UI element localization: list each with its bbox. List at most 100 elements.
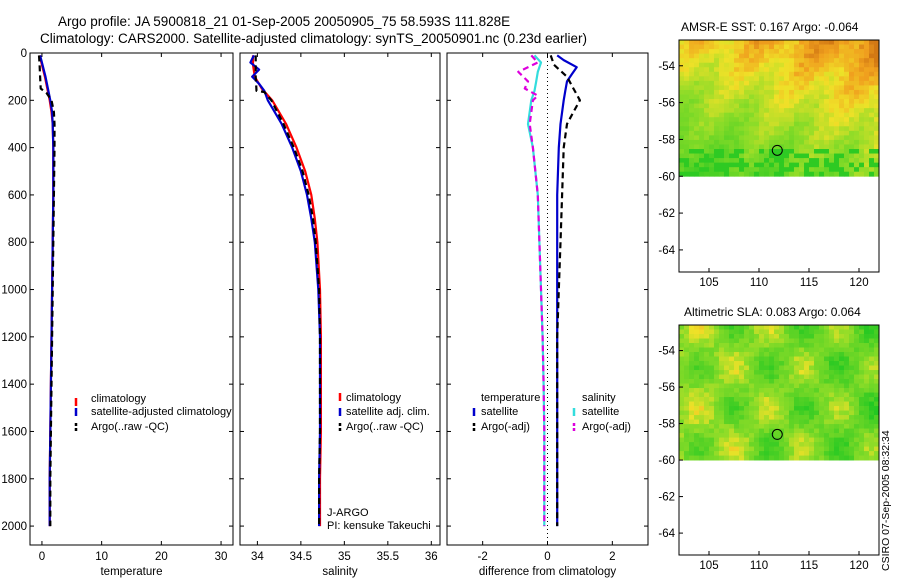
map-cell <box>814 437 820 443</box>
map-cell <box>699 171 705 177</box>
map-cell <box>809 49 815 55</box>
map-cell <box>874 352 880 357</box>
map-cell <box>824 406 830 411</box>
map-cell <box>679 334 685 339</box>
map-cell <box>749 162 755 168</box>
map-cell <box>774 89 780 95</box>
map-cell <box>839 158 845 164</box>
map-cell <box>779 135 785 141</box>
map-cell <box>829 71 835 77</box>
map-cell <box>774 139 780 145</box>
map-cell <box>849 383 855 389</box>
map-cell <box>819 388 825 393</box>
map-cell <box>699 352 705 357</box>
map-cell <box>784 76 790 82</box>
map-cell <box>824 446 830 452</box>
map-cell <box>734 40 740 45</box>
map-cell <box>729 352 735 357</box>
map-cell <box>854 49 860 55</box>
map-cell <box>794 158 800 164</box>
map-cell <box>689 71 695 77</box>
map-cell <box>804 374 810 380</box>
map-cell <box>719 99 725 104</box>
map-cell <box>744 126 750 132</box>
map-cell <box>694 455 700 461</box>
map-cell <box>769 392 775 398</box>
map-cell <box>844 149 850 154</box>
map-cell <box>764 58 770 64</box>
map-cell <box>774 365 780 371</box>
map-cell <box>779 379 785 384</box>
map-cell <box>724 108 730 114</box>
map-cell <box>794 401 800 407</box>
map-cell <box>699 58 705 64</box>
map-cell <box>829 379 835 384</box>
map-cell <box>754 149 760 154</box>
map-cell <box>794 433 800 438</box>
map-cell <box>704 442 710 447</box>
map-cell <box>744 325 750 330</box>
map-cell <box>754 329 760 335</box>
map-cell <box>829 365 835 371</box>
map-cell <box>794 361 800 366</box>
map-cell <box>734 388 740 393</box>
map-cell <box>764 455 770 461</box>
map-cell <box>754 356 760 362</box>
map-cell <box>729 343 735 348</box>
map-cell <box>774 352 780 357</box>
x-tick-label: 110 <box>750 560 768 572</box>
map-cell <box>809 135 815 141</box>
map-cell <box>774 158 780 164</box>
map-cell <box>734 112 740 118</box>
map-cell <box>854 338 860 344</box>
map-cell <box>844 379 850 384</box>
map-cell <box>704 379 710 384</box>
map-cell <box>709 171 715 177</box>
map-cell <box>809 406 815 411</box>
map-cell <box>799 158 805 164</box>
map-cell <box>739 67 745 73</box>
map-cell <box>834 121 840 127</box>
map-cell <box>864 392 870 398</box>
map-cell <box>759 149 765 154</box>
map-cell <box>759 334 765 339</box>
map-cell <box>679 455 685 461</box>
map-cell <box>859 171 865 177</box>
map-cell <box>694 437 700 443</box>
map-cell <box>814 71 820 77</box>
map-cell <box>784 392 790 398</box>
map-cell <box>714 130 720 136</box>
map-cell <box>704 44 710 50</box>
map-cell <box>809 379 815 384</box>
map-cell <box>684 76 690 82</box>
map-cell <box>734 85 740 91</box>
map-cell <box>719 334 725 339</box>
map-cell <box>724 171 730 177</box>
map-cell <box>799 130 805 136</box>
map-cell <box>834 58 840 64</box>
map-cell <box>834 415 840 420</box>
map-cell <box>739 62 745 68</box>
map-cell <box>824 379 830 384</box>
map-cell <box>859 325 865 330</box>
map-cell <box>794 103 800 109</box>
map-cell <box>719 67 725 73</box>
map-cell <box>834 406 840 411</box>
map-cell <box>804 392 810 398</box>
map-cell <box>854 103 860 109</box>
map-cell <box>759 415 765 420</box>
map-cell <box>779 446 785 452</box>
map-cell <box>784 108 790 114</box>
map-cell <box>869 410 875 416</box>
map-cell <box>729 153 735 159</box>
map-cell <box>794 94 800 100</box>
map-cell <box>699 415 705 420</box>
map-cell <box>804 71 810 77</box>
map-cell <box>784 365 790 371</box>
map-cell <box>689 451 695 456</box>
map-cell <box>799 117 805 123</box>
map-cell <box>719 352 725 357</box>
map-cell <box>869 112 875 118</box>
map-cell <box>689 446 695 452</box>
map-cell <box>719 130 725 136</box>
